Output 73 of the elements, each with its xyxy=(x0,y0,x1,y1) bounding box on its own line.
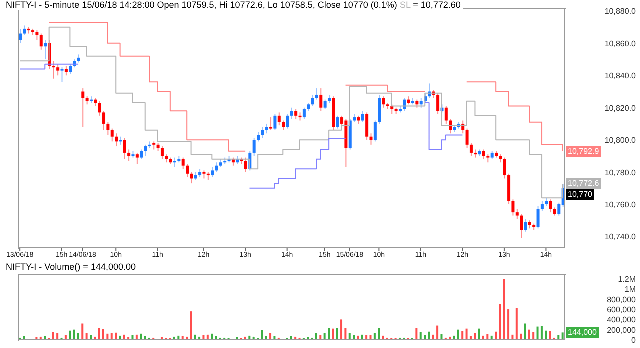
bar xyxy=(52,332,54,340)
bar xyxy=(336,328,338,340)
text: 10,792.9 xyxy=(566,146,602,157)
bar xyxy=(82,324,84,340)
bar xyxy=(503,279,506,340)
bar xyxy=(436,326,439,340)
bar xyxy=(499,304,502,340)
y-tick-label: 600,000 xyxy=(607,306,637,315)
bar xyxy=(457,330,460,340)
chart-title: NIFTY-I - Volume() = 144,000.00 xyxy=(6,262,136,272)
bar xyxy=(348,333,351,340)
text: 144,000 xyxy=(566,326,599,338)
bar xyxy=(56,333,59,340)
bar xyxy=(528,330,530,340)
text: SL xyxy=(398,0,411,10)
bar xyxy=(115,332,118,340)
bar xyxy=(524,324,526,340)
bar xyxy=(466,328,468,340)
y-tick-label: 10,860.0 xyxy=(604,39,637,48)
bar xyxy=(549,331,552,340)
y-tick-label: 10,880.0 xyxy=(604,7,637,16)
chart-title: NIFTY-I - 5-minute 15/06/18 14:28:00 Open 10759.5, Hi 10772.6, Lo 10758.5, Close 10770 (0.1%) xyxy=(6,0,398,10)
y-tick-label: 10,760.0 xyxy=(604,200,637,210)
bar xyxy=(374,333,376,340)
y-tick-label: 0 xyxy=(632,336,637,345)
y-tick-label: 800,000 xyxy=(607,295,637,304)
bar xyxy=(102,329,105,340)
bar xyxy=(270,333,272,340)
bar xyxy=(495,332,498,340)
bar xyxy=(110,333,113,340)
bar xyxy=(532,332,535,340)
y-tick-label: 1.2M xyxy=(618,275,636,284)
bar xyxy=(344,328,347,340)
y-tick-label: 10,820.0 xyxy=(604,104,637,113)
bar xyxy=(98,328,100,340)
y-tick-label: 400,000 xyxy=(607,316,637,325)
bar xyxy=(462,331,464,340)
y-tick-label: 200,000 xyxy=(607,326,637,335)
bar xyxy=(378,328,380,340)
bar xyxy=(474,333,476,340)
bar xyxy=(420,332,422,340)
bar xyxy=(536,326,539,340)
bar xyxy=(428,332,430,340)
bar xyxy=(190,312,192,340)
bar xyxy=(332,328,334,340)
bar xyxy=(77,333,80,340)
text: 10,770 xyxy=(566,189,594,200)
bar xyxy=(478,328,480,340)
bar xyxy=(86,333,88,340)
bar xyxy=(540,326,543,340)
y-tick-label: 10,740.0 xyxy=(604,232,637,242)
bar xyxy=(211,334,214,340)
bar xyxy=(315,333,318,340)
bar xyxy=(508,310,510,340)
text: 10,772.6 xyxy=(566,178,602,190)
bar xyxy=(516,308,518,340)
bar xyxy=(324,333,326,340)
bar xyxy=(520,334,522,340)
annotation: = 10,772.60 xyxy=(412,0,461,10)
bar xyxy=(416,328,418,340)
bar xyxy=(106,334,109,340)
bar xyxy=(340,320,343,340)
y-tick-label: 10,780.0 xyxy=(604,168,637,178)
y-tick-label: 10,800.0 xyxy=(604,136,637,146)
bar xyxy=(261,330,264,340)
bar xyxy=(545,330,548,340)
bar xyxy=(140,334,142,340)
bar xyxy=(562,332,564,340)
y-tick-label: 1M xyxy=(624,285,636,294)
bar xyxy=(328,328,330,340)
bar xyxy=(73,330,76,340)
bar xyxy=(69,330,72,340)
y-tick-label: 10,840.0 xyxy=(604,72,637,81)
